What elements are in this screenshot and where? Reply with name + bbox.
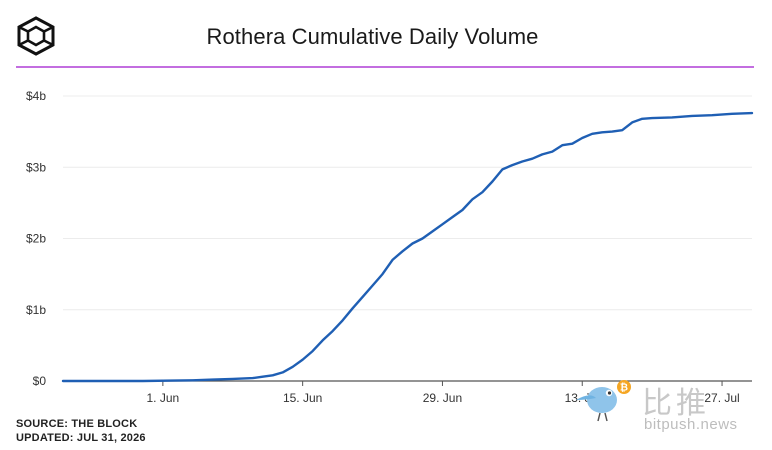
bitpush-watermark: ₿ 比推 bitpush.news [572, 378, 762, 434]
bird-logo-icon: ₿ [576, 380, 631, 422]
watermark-site: bitpush.news [644, 416, 738, 433]
svg-text:₿: ₿ [620, 382, 628, 394]
x-tick-label: 1. Jun [147, 391, 180, 405]
title-divider [16, 66, 754, 68]
x-tick-label: 27. Jul [704, 391, 739, 405]
y-tick-label: $0 [33, 374, 47, 388]
the-block-logo [17, 16, 55, 56]
y-tick-label: $1b [26, 303, 46, 317]
y-tick-label: $3b [26, 160, 46, 174]
chart-title: Rothera Cumulative Daily Volume [206, 24, 539, 49]
source-note: SOURCE: THE BLOCK [16, 418, 138, 430]
x-tick-label: 15. Jun [283, 391, 322, 405]
series-line [61, 111, 754, 383]
updated-note: UPDATED: JUL 31, 2026 [16, 432, 146, 444]
x-tick-label: 29. Jun [423, 391, 462, 405]
y-tick-label: $2b [26, 232, 46, 246]
y-tick-label: $4b [26, 89, 46, 103]
watermark-chinese: 比推 [642, 387, 710, 420]
